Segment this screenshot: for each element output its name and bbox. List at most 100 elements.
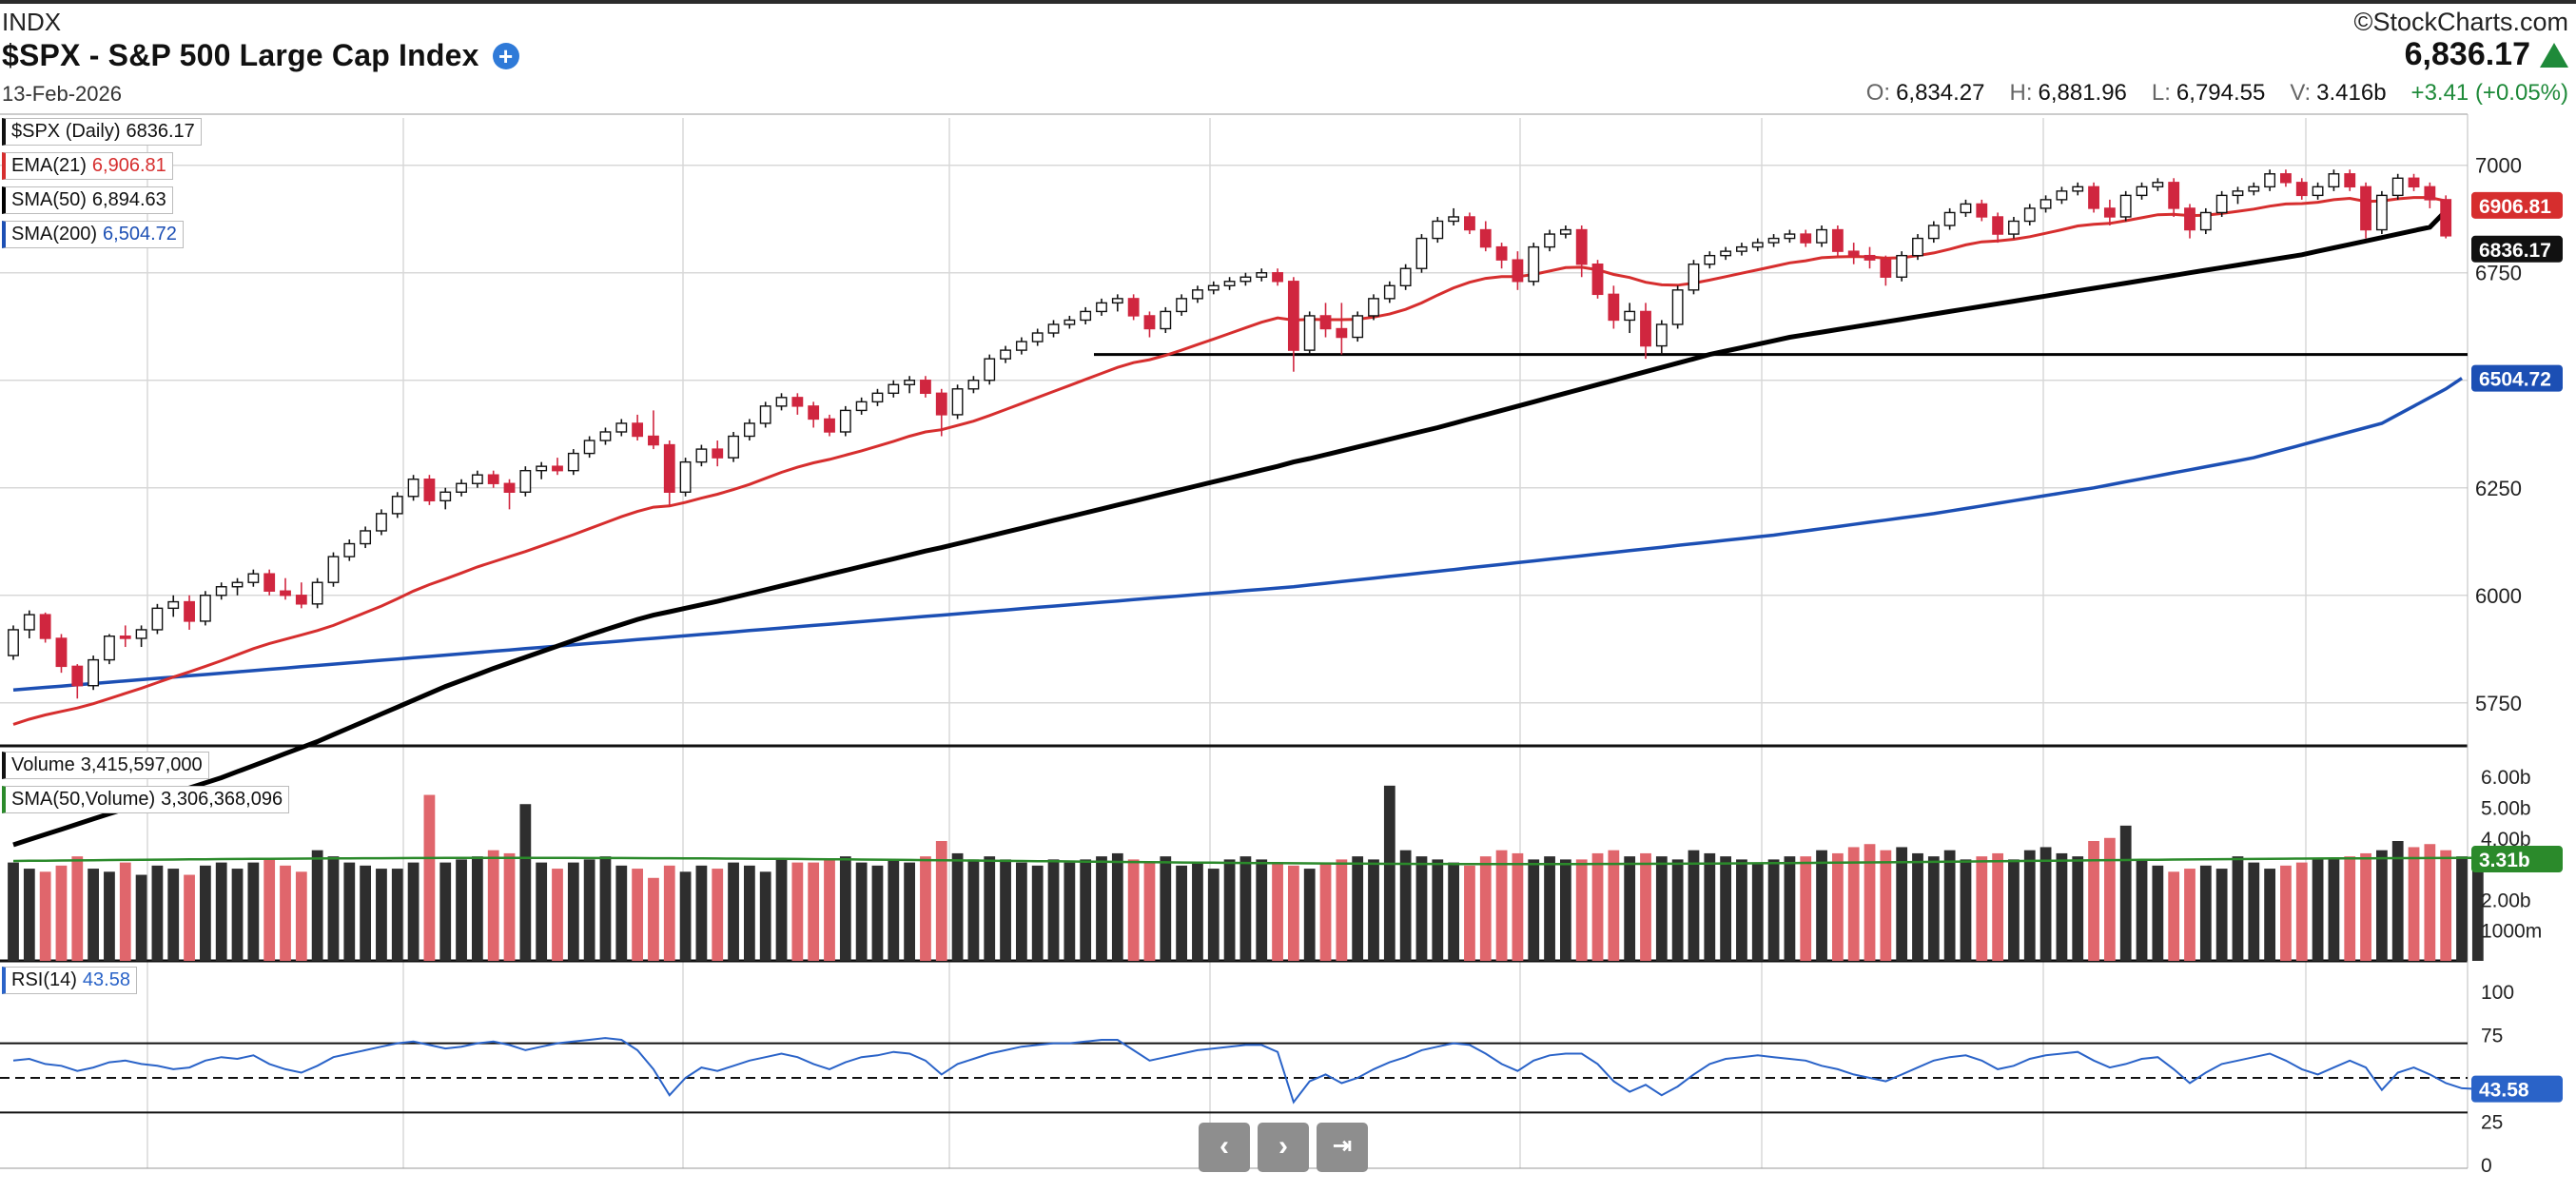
scroll-left-button[interactable]: ‹ — [1199, 1123, 1250, 1172]
candle-body — [343, 542, 356, 557]
candle-body — [1608, 293, 1620, 322]
volume-bar — [1383, 785, 1395, 961]
volume-bar — [1015, 862, 1027, 961]
volume-bar — [88, 869, 100, 961]
candle-body — [2168, 182, 2180, 209]
volume-tick-label: 5.00b — [2481, 797, 2531, 819]
volume-bar — [2456, 856, 2468, 961]
candle-body — [471, 474, 483, 484]
candle-body — [423, 479, 436, 502]
open-label: O: — [1865, 80, 1891, 106]
volume-bar — [1512, 852, 1524, 961]
volume-bar — [263, 859, 276, 961]
candle-body — [2248, 186, 2260, 192]
volume-bar — [1399, 850, 1412, 961]
up-arrow-icon — [2540, 42, 2568, 68]
volume-bar — [2103, 837, 2116, 961]
candle-body — [1479, 228, 1492, 248]
candle-body — [615, 422, 628, 433]
rsi-tag-bg — [2471, 1075, 2563, 1103]
candle-body — [360, 530, 372, 545]
volume-tick-label: 6.00b — [2481, 767, 2531, 789]
candle-body — [1720, 250, 1732, 257]
candle-body — [1287, 281, 1299, 351]
legend-ema21-name: EMA(21) — [11, 155, 87, 176]
candle-body — [23, 614, 35, 631]
candle-body — [1943, 211, 1956, 226]
candle-body — [376, 513, 387, 532]
volume-bar — [1976, 856, 1988, 961]
volume-bar — [1575, 859, 1588, 961]
volume-bar — [2199, 865, 2212, 961]
candle-body — [632, 422, 644, 438]
volume-bar — [1655, 856, 1668, 961]
volume-bar — [2152, 865, 2164, 961]
candle-body — [984, 358, 996, 381]
volume-bar — [1495, 850, 1508, 961]
volume-bar — [2072, 856, 2084, 961]
scroll-right-button[interactable]: › — [1258, 1123, 1309, 1172]
candle-body — [663, 443, 675, 493]
volume-tick-label: 2.00b — [2481, 890, 2531, 911]
candle-body — [648, 435, 659, 446]
candle-body — [280, 590, 291, 596]
candle-body — [679, 460, 692, 493]
candle-body — [567, 452, 579, 472]
candle-body — [1847, 250, 1860, 257]
sma200-line — [12, 377, 2463, 692]
candle-body — [88, 658, 100, 687]
candle-body — [1432, 220, 1444, 240]
volume-bar — [1368, 859, 1379, 961]
jump-to-end-button[interactable]: ⇥ — [1317, 1123, 1368, 1172]
volume-tick-label: 4.00b — [2481, 829, 2531, 851]
volume-bar — [1160, 856, 1172, 961]
volume-bar — [327, 856, 340, 961]
volume-bar — [1992, 852, 2004, 961]
candle-body — [2344, 173, 2356, 188]
candle-body — [951, 388, 964, 416]
volume-bar — [1303, 869, 1316, 961]
volume-bar — [824, 859, 835, 961]
volume-bar — [407, 862, 420, 961]
volume-bar — [615, 865, 628, 961]
candle-body — [967, 380, 980, 390]
candle-body — [935, 392, 947, 416]
candle-body — [247, 573, 260, 583]
candle-body — [1336, 327, 1348, 339]
volume-bar — [39, 871, 51, 961]
candle-body — [2264, 173, 2276, 188]
volume-bar — [1287, 865, 1299, 961]
volume-bar — [2344, 856, 2356, 961]
volume-tick-label: 1000m — [2481, 921, 2542, 943]
volume-bar — [2023, 850, 2036, 961]
volume-bar — [104, 871, 115, 961]
volume-bar — [231, 869, 244, 961]
rsi-tag: 43.58 — [2479, 1080, 2529, 1102]
price-change: +3.41 (+0.05%) — [2410, 80, 2568, 106]
candle-body — [536, 465, 548, 472]
candle-body — [487, 474, 499, 484]
candle-body — [1256, 272, 1268, 278]
candle-body — [712, 448, 724, 459]
last-price-row: 6,836.17 — [2405, 36, 2568, 73]
volume-bar — [1176, 865, 1188, 961]
volume-bar — [2391, 841, 2404, 961]
candle-body — [2199, 211, 2212, 231]
ema21-tag: 6906.81 — [2479, 196, 2551, 218]
candle-body — [1415, 237, 1428, 269]
candle-body — [2408, 177, 2420, 188]
volume-bar — [536, 862, 548, 961]
volume-bar — [1272, 862, 1283, 961]
brand[interactable]: ©StockCharts.com — [2354, 8, 2568, 37]
volume-bar — [808, 862, 820, 961]
candle-body — [1127, 298, 1140, 317]
candle-body — [1927, 225, 1940, 240]
volume-bar — [2295, 862, 2308, 961]
price-tick-label: 5750 — [2475, 692, 2522, 715]
volume-bar — [855, 862, 868, 961]
volume-bar — [1624, 856, 1636, 961]
volume-bar — [871, 865, 884, 961]
add-plus-icon[interactable]: + — [492, 42, 519, 69]
volume-bar — [1528, 859, 1540, 961]
